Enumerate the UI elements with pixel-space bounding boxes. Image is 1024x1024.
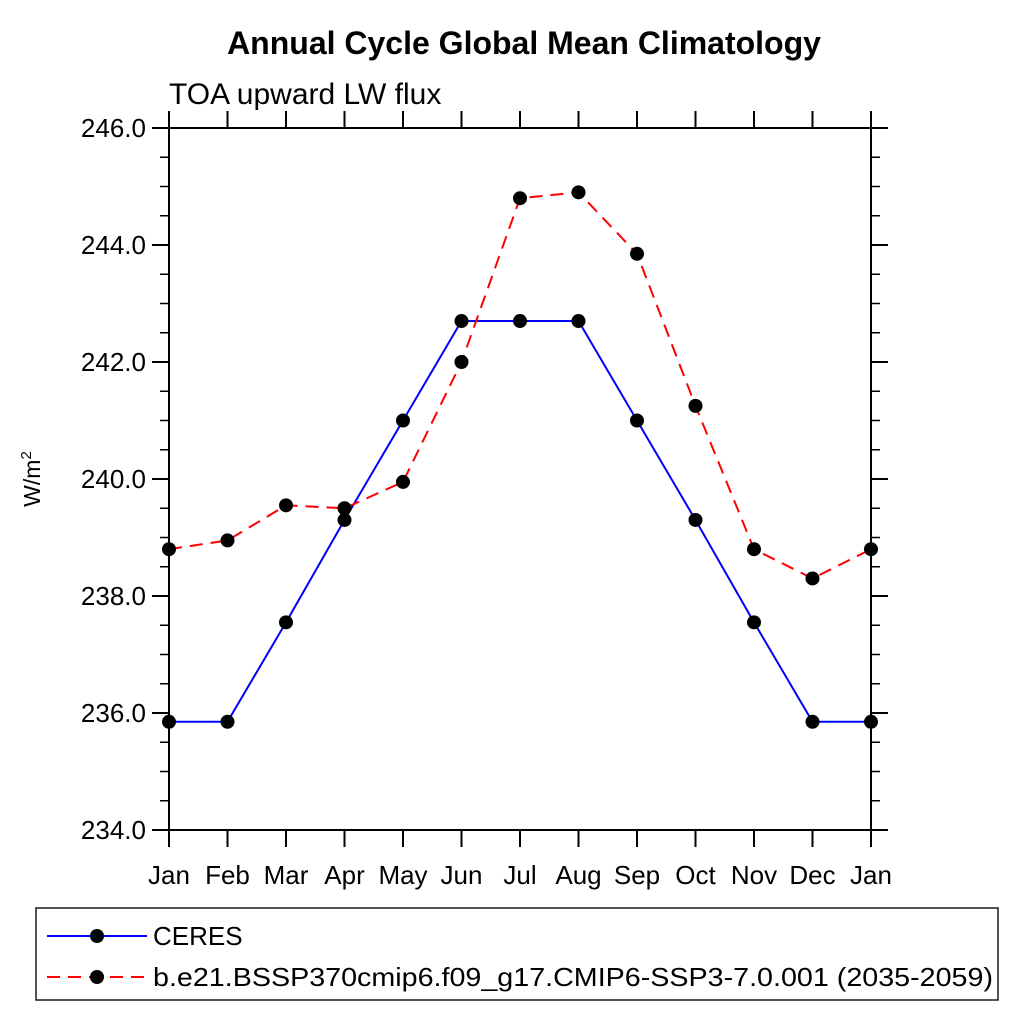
data-point-marker	[864, 542, 878, 557]
legend-box	[35, 907, 999, 1001]
data-point-marker	[805, 571, 820, 586]
x-tick-label: Jun	[441, 860, 483, 890]
y-tick-label: 240.0	[81, 464, 146, 494]
legend-marker-dot	[90, 970, 104, 984]
data-point-marker	[220, 533, 235, 548]
data-point-marker	[454, 355, 469, 369]
data-point-marker	[337, 501, 352, 516]
legend: CERES b.e21.BSSP370cmip6.f09_g17.CMIP6-S…	[35, 907, 999, 1001]
data-point-marker	[396, 474, 410, 489]
x-tick-label: Aug	[555, 860, 601, 890]
x-tick-label: Mar	[264, 860, 309, 890]
legend-label-ceres: CERES	[153, 921, 243, 951]
x-tick-label: May	[378, 860, 427, 890]
data-point-marker	[630, 413, 644, 428]
data-point-marker	[747, 615, 761, 630]
data-point-marker	[571, 314, 586, 329]
y-axis-label: W/m2	[18, 451, 45, 507]
x-tick-label: Sep	[614, 860, 660, 890]
x-tick-label: Oct	[675, 860, 716, 890]
y-tick-label: 238.0	[81, 581, 146, 611]
legend-label-model: b.e21.BSSP370cmip6.f09_g17.CMIP6-SSP3-7.…	[153, 962, 993, 992]
y-tick-label: 244.0	[81, 230, 146, 260]
x-tick-label: Jan	[148, 860, 190, 890]
data-point-marker	[513, 191, 527, 206]
x-tick-label: Jul	[503, 860, 536, 890]
chart-title: Annual Cycle Global Mean Climatology	[227, 25, 821, 61]
y-tick-label: 236.0	[81, 698, 146, 728]
x-tick-label: Feb	[205, 860, 250, 890]
chart-subtitle: TOA upward LW flux	[169, 78, 441, 111]
y-tick-label: 242.0	[81, 347, 146, 377]
legend-marker-dot	[90, 929, 104, 943]
legend-item-model: b.e21.BSSP370cmip6.f09_g17.CMIP6-SSP3-7.…	[47, 962, 993, 992]
data-point-marker	[162, 714, 176, 729]
data-point-marker	[396, 413, 410, 428]
data-point-marker	[688, 398, 703, 413]
legend-item-ceres: CERES	[47, 921, 243, 951]
data-point-marker	[688, 512, 703, 527]
series-line-0	[169, 320, 871, 723]
y-tick-label: 246.0	[81, 113, 146, 143]
data-point-marker	[630, 246, 644, 261]
x-tick-label: Nov	[731, 860, 777, 890]
data-point-marker	[279, 498, 293, 513]
data-point-marker	[220, 714, 235, 729]
data-point-marker	[454, 314, 469, 329]
plot-box	[168, 127, 872, 831]
y-axis-unit-exponent: 2	[18, 451, 35, 459]
data-point-marker	[337, 512, 352, 527]
series-line-1	[168, 191, 872, 580]
data-point-marker	[747, 542, 761, 557]
y-tick-label: 234.0	[81, 815, 146, 845]
plot-area: 234.0 236.0 238.0 240.0 242.0 244.0 246.0 Jan Fe…	[81, 111, 892, 890]
x-tick-label: Dec	[789, 860, 835, 890]
data-point-marker	[513, 314, 527, 329]
data-point-marker	[571, 185, 586, 200]
data-point-marker	[864, 714, 878, 729]
data-point-marker	[279, 615, 293, 630]
x-tick-label: Apr	[324, 860, 365, 890]
y-axis-unit-base: W/m	[19, 460, 45, 507]
data-point-marker	[805, 714, 820, 729]
x-tick-label: Jan	[850, 860, 892, 890]
data-point-marker	[162, 542, 176, 557]
